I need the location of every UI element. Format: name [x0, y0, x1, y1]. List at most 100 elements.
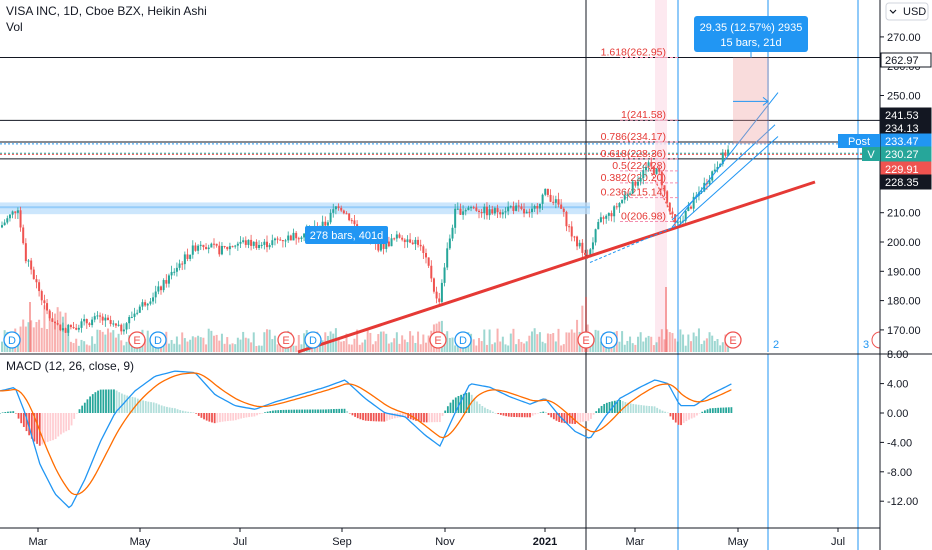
macd-histogram-bar: [131, 396, 134, 413]
volume-bar: [687, 334, 690, 352]
macd-histogram-bar: [499, 413, 502, 415]
macd-histogram-bar: [383, 413, 386, 422]
candle-body: [303, 233, 306, 238]
earnings-marker[interactable]: E: [724, 331, 742, 349]
candle-body: [594, 229, 597, 243]
dividend-marker[interactable]: D: [304, 331, 322, 349]
macd-histogram-bar: [404, 413, 407, 417]
macd-histogram-bar: [208, 413, 211, 422]
candle-body: [430, 265, 433, 279]
dividend-marker[interactable]: D: [149, 331, 167, 349]
measure-tooltip[interactable]: 29.35 (12.57%) 2935 15 bars, 21d: [694, 16, 808, 52]
candle-body: [207, 247, 210, 250]
macd-histogram-bar: [192, 412, 195, 413]
macd-histogram-bar: [107, 389, 110, 413]
volume-bar: [454, 345, 457, 352]
candle-body: [538, 203, 541, 209]
marker-circle: [277, 331, 295, 349]
candle-body: [554, 199, 557, 203]
drawings-layer[interactable]: [297, 52, 816, 354]
macd-histogram-bar: [253, 413, 256, 417]
volume-bar: [451, 337, 454, 352]
macd-histogram-bar: [285, 409, 288, 413]
macd-histogram-bar: [364, 413, 367, 421]
candle-body: [491, 209, 494, 214]
volume-bar: [570, 329, 573, 352]
candle-body: [403, 239, 406, 243]
dividend-marker[interactable]: D: [454, 331, 472, 349]
macd-histogram-bar: [513, 413, 515, 417]
earnings-marker[interactable]: E: [577, 331, 595, 349]
candle-body: [581, 242, 584, 253]
volume-bar: [650, 336, 653, 352]
macd-histogram-bar: [91, 394, 94, 413]
dividend-marker[interactable]: D: [3, 331, 21, 349]
volume-bar: [125, 341, 128, 352]
macd-histogram-bar: [417, 413, 420, 422]
candle-body: [533, 206, 536, 209]
volume-bar: [390, 342, 393, 352]
currency-button[interactable]: USD: [885, 2, 929, 21]
volume-bar: [488, 329, 491, 352]
price-tag-value: 233.47: [885, 136, 919, 148]
candle-body: [24, 243, 27, 262]
volume-bar: [239, 339, 242, 352]
volume-bar: [544, 343, 547, 352]
marker-circle: [577, 331, 595, 349]
earnings-marker[interactable]: E: [277, 331, 295, 349]
volume-bar: [35, 322, 38, 352]
grid-layer: [0, 0, 880, 550]
volume-bar: [189, 339, 192, 352]
earnings-marker[interactable]: E: [429, 331, 447, 349]
price-tag: 262.97: [880, 52, 932, 68]
macd-histogram-bar: [643, 405, 645, 413]
macd-histogram-bar: [340, 408, 343, 413]
volume-bar: [183, 338, 186, 352]
candle-body: [136, 312, 139, 314]
macd-histogram-bar: [81, 405, 84, 413]
earnings-marker[interactable]: E: [128, 331, 146, 349]
range-label-box[interactable]: 278 bars, 401d: [305, 226, 388, 244]
macd-histogram-bar: [322, 409, 325, 413]
candle-body: [541, 194, 544, 204]
candle-body: [199, 244, 202, 246]
candle-body: [409, 239, 412, 243]
volume-bar: [523, 343, 526, 352]
dividend-marker[interactable]: D: [600, 331, 618, 349]
macd-histogram-bar: [134, 397, 137, 413]
candle-body: [488, 209, 491, 216]
macd-histogram-bar: [216, 413, 219, 423]
macd-histogram-bar: [152, 402, 155, 413]
macd-histogram-bar: [139, 399, 142, 413]
marker-label: D: [309, 335, 317, 347]
candle-body: [11, 211, 14, 215]
volume-bar: [191, 336, 194, 352]
price-tick-label: 210.00: [887, 208, 921, 220]
macd-histogram-bar: [184, 411, 187, 413]
time-tick-label: Nov: [435, 536, 455, 548]
candle-body: [480, 212, 483, 214]
candle-body: [456, 208, 459, 210]
number-marker-2: 2: [773, 339, 779, 351]
macd-histogram-bar: [523, 413, 526, 418]
volume-bar: [719, 345, 722, 352]
range-label: 278 bars, 401d: [310, 230, 383, 242]
candle-body: [226, 246, 229, 250]
candle-body: [515, 205, 518, 211]
volume-bar: [692, 332, 695, 352]
volume-bar: [117, 333, 120, 352]
volume-bar: [676, 341, 679, 352]
candle-body: [160, 286, 162, 291]
candle-body: [427, 257, 430, 266]
macd-histogram-bar: [68, 413, 70, 431]
volume-bar: [711, 335, 714, 352]
candle-body: [676, 222, 679, 224]
macd-histogram-bar: [195, 413, 197, 414]
candle-body: [464, 210, 467, 212]
macd-histogram-bar: [128, 396, 131, 413]
macd-histogram-bar: [492, 411, 494, 413]
macd-histogram-bar: [682, 413, 685, 423]
candle-body: [220, 245, 223, 255]
